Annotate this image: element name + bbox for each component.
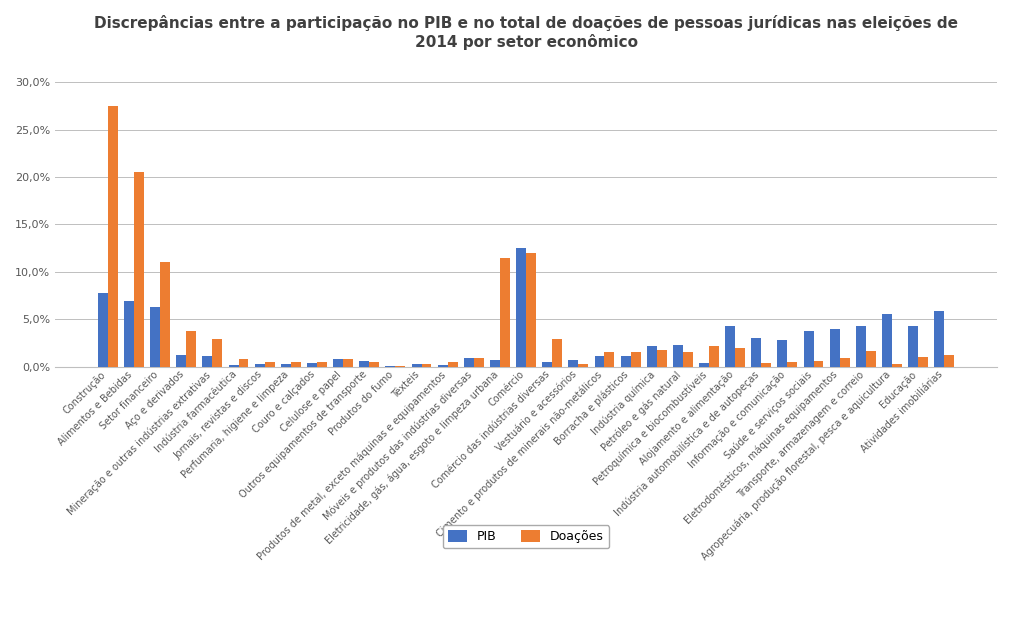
Bar bbox=[395, 366, 404, 367]
Bar bbox=[656, 351, 666, 367]
Bar bbox=[526, 253, 536, 367]
Bar bbox=[316, 362, 327, 367]
Bar bbox=[343, 359, 353, 367]
Bar bbox=[369, 362, 379, 367]
Bar bbox=[568, 360, 577, 367]
Bar bbox=[422, 364, 431, 367]
Bar bbox=[604, 353, 614, 367]
Bar bbox=[725, 326, 734, 367]
Bar bbox=[473, 358, 483, 367]
Bar bbox=[577, 364, 587, 367]
Bar bbox=[255, 364, 265, 367]
Bar bbox=[776, 340, 787, 367]
Bar bbox=[787, 362, 797, 367]
Bar bbox=[734, 348, 744, 367]
Bar bbox=[839, 358, 849, 367]
Bar bbox=[306, 363, 316, 367]
Bar bbox=[290, 362, 300, 367]
Bar bbox=[891, 364, 901, 367]
Bar bbox=[411, 364, 422, 367]
Bar bbox=[212, 339, 222, 367]
Bar bbox=[865, 351, 875, 367]
Bar bbox=[463, 358, 473, 367]
Bar bbox=[281, 364, 290, 367]
Bar bbox=[160, 262, 170, 367]
Bar bbox=[699, 363, 709, 367]
Bar bbox=[760, 363, 770, 367]
Bar bbox=[108, 106, 117, 367]
Bar bbox=[359, 361, 369, 367]
Bar bbox=[620, 356, 630, 367]
Bar bbox=[917, 357, 927, 367]
Bar bbox=[882, 315, 891, 367]
Bar bbox=[438, 365, 447, 367]
Bar bbox=[333, 359, 343, 367]
Bar bbox=[907, 326, 917, 367]
Bar bbox=[672, 345, 682, 367]
Bar bbox=[133, 173, 144, 367]
Bar bbox=[447, 362, 457, 367]
Bar bbox=[124, 301, 133, 367]
Bar bbox=[855, 326, 865, 367]
Bar bbox=[202, 356, 212, 367]
Bar bbox=[239, 359, 249, 367]
Bar bbox=[176, 355, 186, 367]
Bar bbox=[943, 355, 953, 367]
Bar bbox=[933, 311, 943, 367]
Bar bbox=[750, 338, 760, 367]
Bar bbox=[228, 365, 239, 367]
Bar bbox=[682, 353, 693, 367]
Bar bbox=[516, 248, 526, 367]
Bar bbox=[499, 258, 510, 367]
Bar bbox=[813, 361, 823, 367]
Bar bbox=[630, 353, 640, 367]
Bar bbox=[709, 346, 718, 367]
Bar bbox=[150, 307, 160, 367]
Bar bbox=[489, 360, 499, 367]
Bar bbox=[385, 366, 395, 367]
Bar bbox=[552, 339, 561, 367]
Title: Discrepâncias entre a participação no PIB e no total de doações de pessoas juríd: Discrepâncias entre a participação no PI… bbox=[94, 15, 957, 49]
Bar bbox=[803, 332, 813, 367]
Bar bbox=[98, 293, 108, 367]
Legend: PIB, Doações: PIB, Doações bbox=[443, 525, 609, 549]
Bar bbox=[646, 346, 656, 367]
Bar bbox=[186, 331, 196, 367]
Bar bbox=[593, 356, 604, 367]
Bar bbox=[829, 329, 839, 367]
Bar bbox=[542, 362, 552, 367]
Bar bbox=[265, 362, 274, 367]
